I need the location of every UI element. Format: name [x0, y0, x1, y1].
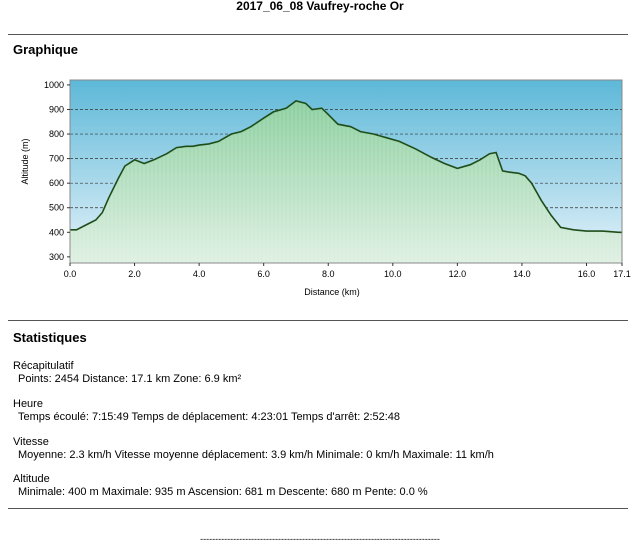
- plot-frame: [69, 79, 623, 264]
- stat-summary: Récapitulatif Points: 2454 Distance: 17.…: [13, 360, 241, 386]
- document-title: 2017_06_08 Vaufrey-roche Or: [236, 0, 404, 13]
- y-tick-label: 800: [49, 129, 64, 139]
- elevation-chart: 1000 900 800 700 600 500 400 300 0.0 2.0 4.0 6.0 8.…: [20, 79, 631, 297]
- divider-bottom: [8, 508, 628, 509]
- stat-summary-values: Points: 2454 Distance: 17.1 km Zone: 6.9…: [18, 373, 242, 385]
- x-tick-label: 17.1: [613, 269, 631, 279]
- x-tick-label: 0.0: [64, 269, 77, 279]
- x-tick-label: 14.0: [513, 269, 531, 279]
- footer-dashes: ----------------------------------------…: [200, 534, 440, 544]
- y-tick-label: 300: [49, 252, 64, 262]
- stat-speed-label: Vitesse: [13, 436, 49, 448]
- stat-speed-values: Moyenne: 2.3 km/h Vitesse moyenne déplac…: [18, 449, 494, 461]
- x-tick-label: 6.0: [257, 269, 270, 279]
- divider-top: [8, 34, 628, 35]
- x-tick-label: 16.0: [578, 269, 596, 279]
- stat-time: Heure Temps écoulé: 7:15:49 Temps de dép…: [13, 398, 400, 424]
- y-tick-label: 500: [49, 203, 64, 213]
- stat-time-label: Heure: [13, 398, 43, 410]
- y-tick-label: 400: [49, 227, 64, 237]
- elevation-area: [70, 100, 622, 264]
- x-tick-label: 2.0: [128, 269, 141, 279]
- x-tick-label: 10.0: [384, 269, 402, 279]
- graph-section-title: Graphique: [13, 42, 79, 57]
- stat-altitude-values: Minimale: 400 m Maximale: 935 m Ascensio…: [18, 486, 428, 498]
- x-tick-label: 12.0: [449, 269, 467, 279]
- stats-section-title: Statistiques: [13, 330, 87, 345]
- stat-altitude: Altitude Minimale: 400 m Maximale: 935 m…: [13, 473, 428, 499]
- x-axis-label: Distance (km): [304, 287, 360, 297]
- divider-middle: [8, 320, 628, 321]
- y-tick-label: 1000: [44, 80, 64, 90]
- x-tick-label: 8.0: [322, 269, 335, 279]
- stat-summary-label: Récapitulatif: [13, 360, 74, 372]
- y-axis-label: Altitude (m): [20, 138, 30, 184]
- x-tick-label: 4.0: [193, 269, 206, 279]
- stat-altitude-label: Altitude: [13, 473, 50, 485]
- stat-time-values: Temps écoulé: 7:15:49 Temps de déplaceme…: [18, 411, 401, 423]
- stat-speed: Vitesse Moyenne: 2.3 km/h Vitesse moyenn…: [13, 436, 494, 462]
- y-tick-label: 900: [49, 104, 64, 114]
- y-tick-label: 600: [49, 178, 64, 188]
- y-tick-label: 700: [49, 154, 64, 164]
- elevation-line: [70, 100, 622, 234]
